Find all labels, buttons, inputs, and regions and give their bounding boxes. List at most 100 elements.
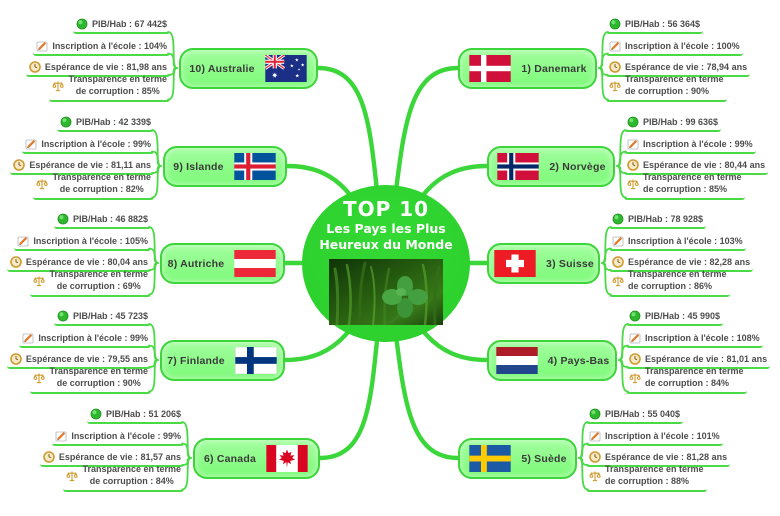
- clock-icon: [29, 61, 41, 73]
- country-node-norvege[interactable]: 2) Norvège: [487, 146, 615, 187]
- scales-icon: [33, 372, 46, 384]
- stat-pib-canada[interactable]: PIB/Hab : 51 206$: [86, 407, 184, 424]
- stat-corruption-australie[interactable]: Transparence en terme de corruption : 85%: [49, 73, 170, 102]
- clock-icon: [10, 256, 22, 268]
- stat-vie-suisse[interactable]: Espérance de vie : 82,28 ans: [609, 255, 754, 272]
- money-icon: [76, 18, 88, 30]
- country-label-canada: 6) Canada: [204, 452, 256, 465]
- stat-pib-islande[interactable]: PIB/Hab : 42 339$: [56, 115, 154, 132]
- country-label-danemark: 1) Danemark: [521, 62, 587, 75]
- stat-corruption-autriche[interactable]: Transparence en terme de corruption : 69%: [30, 268, 151, 297]
- stat-vie-canada[interactable]: Espérance de vie : 81,57 ans: [39, 450, 184, 467]
- stat-corruption-danemark[interactable]: Transparence en terme de corruption : 90%: [606, 73, 727, 102]
- pencil-icon: [22, 332, 34, 344]
- country-label-norvege: 2) Norvège: [549, 160, 606, 173]
- flag-islande: [233, 153, 277, 180]
- stat-pib-finlande[interactable]: PIB/Hab : 45 723$: [53, 309, 151, 326]
- stat-corruption-suede[interactable]: Transparence en terme de corruption : 88%: [586, 463, 707, 492]
- stat-pib-pays-bas[interactable]: PIB/Hab : 45 990$: [626, 309, 724, 326]
- country-label-australie: 10) Australie: [189, 62, 255, 75]
- pencil-icon: [17, 235, 29, 247]
- clock-icon: [13, 159, 26, 171]
- scales-icon: [609, 80, 621, 92]
- stat-corruption-norvege[interactable]: Transparence en terme de corruption : 85%: [624, 171, 745, 200]
- stat-corruption-finlande[interactable]: Transparence en terme de corruption : 90%: [30, 365, 151, 394]
- flag-norvege: [496, 153, 540, 180]
- country-label-suede: 5) Suède: [521, 452, 567, 465]
- stat-ecole-pays-bas[interactable]: Inscription à l'école : 108%: [626, 331, 763, 348]
- money-icon: [609, 18, 621, 30]
- central-subtitle-line2: Heureux du Monde: [319, 237, 453, 253]
- flag-danemark: [468, 55, 512, 82]
- scales-icon: [36, 178, 49, 190]
- stat-vie-danemark[interactable]: Espérance de vie : 78,94 ans: [606, 60, 751, 77]
- stat-pib-danemark[interactable]: PIB/Hab : 56 364$: [606, 17, 704, 34]
- stat-ecole-canada[interactable]: Inscription à l'école : 99%: [52, 429, 184, 446]
- flag-canada: [265, 445, 309, 472]
- stat-vie-norvege[interactable]: Espérance de vie : 80,44 ans: [624, 158, 769, 175]
- stat-corruption-canada[interactable]: Transparence en terme de corruption : 84%: [63, 463, 184, 492]
- stat-ecole-suisse[interactable]: Inscription à l'école : 103%: [609, 234, 746, 251]
- clock-icon: [10, 353, 22, 365]
- country-node-canada[interactable]: 6) Canada: [193, 438, 320, 479]
- scales-icon: [52, 80, 65, 92]
- money-icon: [60, 116, 72, 128]
- country-node-autriche[interactable]: 8) Autriche: [160, 243, 285, 284]
- country-node-islande[interactable]: 9) Islande: [163, 146, 287, 187]
- country-node-australie[interactable]: 10) Australie: [179, 48, 318, 89]
- flag-pays-bas: [495, 347, 539, 374]
- money-icon: [629, 310, 641, 322]
- stat-ecole-norvege[interactable]: Inscription à l'école : 99%: [624, 137, 756, 154]
- clock-icon: [629, 353, 641, 365]
- stat-ecole-australie[interactable]: Inscription à l'école : 104%: [33, 39, 170, 56]
- pencil-icon: [36, 40, 48, 52]
- scales-icon: [627, 178, 639, 190]
- flag-suisse: [493, 250, 537, 277]
- country-node-danemark[interactable]: 1) Danemark: [458, 48, 597, 89]
- stat-ecole-autriche[interactable]: Inscription à l'école : 105%: [14, 234, 151, 251]
- country-label-suisse: 3) Suisse: [546, 257, 594, 270]
- pencil-icon: [609, 40, 621, 52]
- pencil-icon: [25, 138, 37, 150]
- scales-icon: [33, 275, 46, 287]
- stat-corruption-islande[interactable]: Transparence en terme de corruption : 82%: [33, 171, 154, 200]
- country-node-suisse[interactable]: 3) Suisse: [487, 243, 600, 284]
- money-icon: [627, 116, 639, 128]
- stat-pib-autriche[interactable]: PIB/Hab : 46 882$: [53, 212, 151, 229]
- stat-pib-australie[interactable]: PIB/Hab : 67 442$: [72, 17, 170, 34]
- stat-vie-autriche[interactable]: Espérance de vie : 80,04 ans: [6, 255, 151, 272]
- stat-ecole-finlande[interactable]: Inscription à l'école : 99%: [19, 331, 151, 348]
- stat-pib-suede[interactable]: PIB/Hab : 55 040$: [586, 407, 684, 424]
- stat-corruption-pays-bas[interactable]: Transparence en terme de corruption : 84%: [626, 365, 747, 394]
- country-node-pays-bas[interactable]: 4) Pays-Bas: [487, 340, 617, 381]
- central-topic[interactable]: TOP 10 Les Pays les Plus Heureux du Mond…: [302, 185, 470, 342]
- clover-leaves: [382, 275, 428, 324]
- stat-vie-islande[interactable]: Espérance de vie : 81,11 ans: [10, 158, 154, 175]
- stat-corruption-suisse[interactable]: Transparence en terme de corruption : 86%: [609, 268, 730, 297]
- stat-vie-pays-bas[interactable]: Espérance de vie : 81,01 ans: [626, 352, 771, 369]
- stat-ecole-danemark[interactable]: Inscription à l'école : 100%: [606, 39, 743, 56]
- stat-pib-suisse[interactable]: PIB/Hab : 78 928$: [609, 212, 707, 229]
- stat-vie-australie[interactable]: Espérance de vie : 81,98 ans: [25, 60, 170, 77]
- money-icon: [57, 310, 69, 322]
- central-title: TOP 10: [342, 197, 430, 221]
- country-node-finlande[interactable]: 7) Finlande: [160, 340, 285, 381]
- stat-vie-suede[interactable]: Espérance de vie : 81,28 ans: [586, 450, 731, 467]
- flag-autriche: [233, 250, 277, 277]
- scales-icon: [629, 372, 641, 384]
- country-label-pays-bas: 4) Pays-Bas: [547, 354, 610, 367]
- scales-icon: [66, 470, 79, 482]
- stat-ecole-suede[interactable]: Inscription à l'école : 101%: [586, 429, 723, 446]
- money-icon: [90, 408, 102, 420]
- stat-vie-finlande[interactable]: Espérance de vie : 79,55 ans: [6, 352, 151, 369]
- country-node-suede[interactable]: 5) Suède: [458, 438, 577, 479]
- scales-icon: [612, 275, 624, 287]
- clock-icon: [609, 61, 621, 73]
- stat-ecole-islande[interactable]: Inscription à l'école : 99%: [22, 137, 154, 154]
- pencil-icon: [55, 430, 67, 442]
- pencil-icon: [612, 235, 624, 247]
- flag-finlande: [234, 347, 278, 374]
- stat-pib-norvege[interactable]: PIB/Hab : 99 636$: [624, 115, 722, 132]
- pencil-icon: [589, 430, 601, 442]
